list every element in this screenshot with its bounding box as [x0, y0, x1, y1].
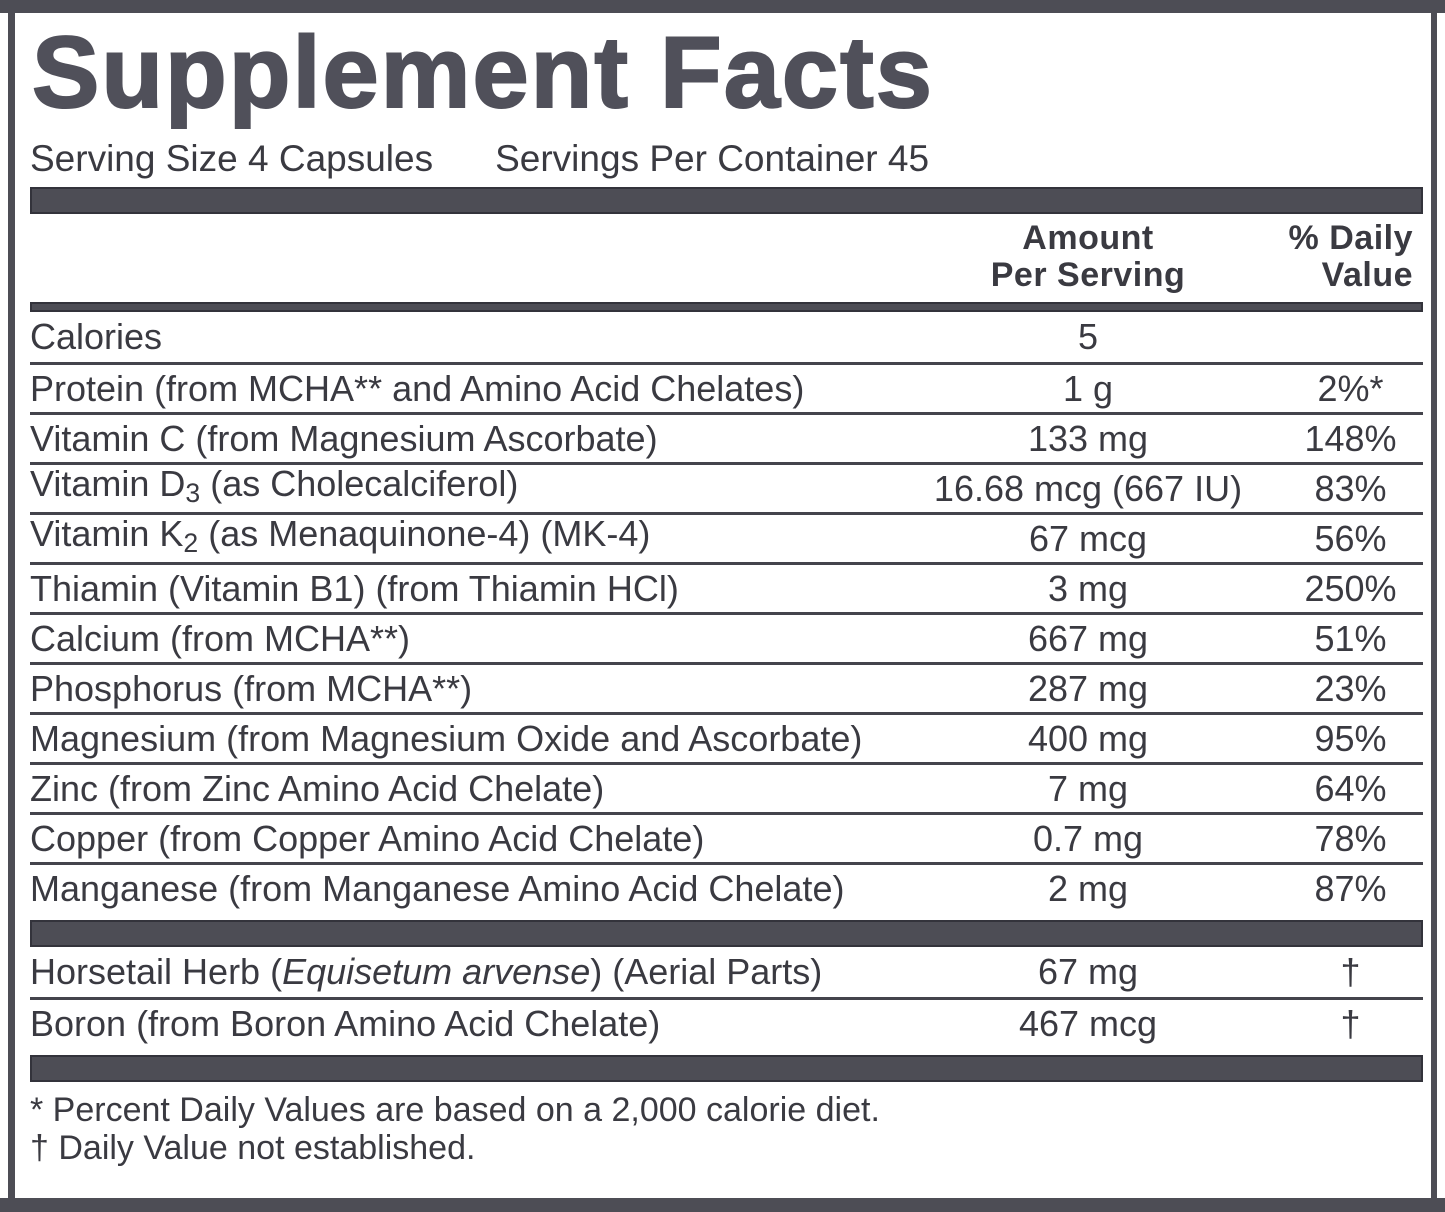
- nutrient-daily-value: 78%: [1314, 817, 1387, 859]
- nutrient-name: Copper (from Copper Amino Acid Chelate): [30, 816, 898, 862]
- column-headers: Amount Per Serving % Daily Value: [30, 214, 1423, 302]
- table-row: Zinc (from Zinc Amino Acid Chelate) 7 mg 6…: [30, 762, 1423, 812]
- table-row: Copper (from Copper Amino Acid Chelate) 0…: [30, 812, 1423, 862]
- footnote-not-established: † Daily Value not established.: [30, 1129, 476, 1167]
- nutrient-name: Vitamin C (from Magnesium Ascorbate): [30, 416, 898, 462]
- page-title: Supplement Facts: [31, 17, 934, 129]
- nutrient-amount: 67 mcg: [1028, 517, 1148, 559]
- header-divider-bar: [30, 302, 1423, 312]
- nutrient-daily-value: 95%: [1314, 717, 1387, 759]
- nutrient-daily-value: 23%: [1314, 667, 1387, 709]
- table-row: Thiamin (Vitamin B1) (from Thiamin HCl) 3…: [30, 562, 1423, 612]
- nutrient-name: Vitamin K2 (as Menaquinone-4) (MK-4): [30, 511, 898, 566]
- daily-value-column-header: % Daily Value: [1278, 220, 1423, 294]
- table-row: Boron (from Boron Amino Acid Chelate) 467…: [30, 997, 1423, 1047]
- nutrient-name: Manganese (from Manganese Amino Acid Che…: [30, 866, 898, 912]
- table-row: Protein (from MCHA** and Amino Acid Chel…: [30, 362, 1423, 412]
- amount-column-header: Amount Per Serving: [898, 220, 1278, 294]
- nutrient-name: Thiamin (Vitamin B1) (from Thiamin HCl): [30, 566, 898, 612]
- nutrient-name-part: Protein (from MCHA** and Amino Acid Chel…: [30, 367, 805, 409]
- daily-value-header-line1: % Daily: [1288, 219, 1413, 257]
- serving-info: Serving Size 4 Capsules Servings Per Con…: [30, 139, 1423, 179]
- daily-value-header-line2: Value: [1321, 256, 1413, 294]
- nutrient-daily-value: 148%: [1304, 417, 1397, 459]
- top-divider-bar: [0, 0, 1445, 13]
- nutrient-name: Zinc (from Zinc Amino Acid Chelate): [30, 766, 898, 812]
- nutrient-name: Boron (from Boron Amino Acid Chelate): [30, 1001, 898, 1047]
- nutrient-amount: 7 mg: [1047, 767, 1129, 809]
- nutrient-name-part: Equisetum arvense: [282, 951, 591, 992]
- nutrient-amount: 2 mg: [1047, 867, 1129, 909]
- nutrient-amount: 16.68 mcg (667 IU): [933, 467, 1243, 509]
- nutrient-name-part: Vitamin K: [30, 513, 184, 555]
- nutrient-name-part: Calories: [30, 316, 163, 357]
- nutrient-name: Calcium (from MCHA**): [30, 616, 898, 662]
- nutrient-name-part: Magnesium (from Magnesium Oxide and Asco…: [30, 717, 863, 759]
- nutrient-daily-value: 2%*: [1317, 367, 1384, 409]
- nutrient-amount: 400 mg: [1027, 717, 1149, 759]
- nutrient-amount: 0.7 mg: [1032, 817, 1144, 859]
- supplement-facts-panel: Supplement Facts Serving Size 4 Capsules…: [8, 13, 1437, 1198]
- table-row: Magnesium (from Magnesium Oxide and Asco…: [30, 712, 1423, 762]
- servings-per-container-text: Servings Per Container 45: [495, 138, 930, 179]
- nutrient-name-part: 2: [183, 527, 199, 558]
- table-row: Calories 5: [30, 312, 1423, 362]
- nutrient-name-part: Phosphorus (from MCHA**): [30, 667, 473, 709]
- nutrient-amount: 5: [1077, 316, 1099, 357]
- nutrient-name: Calories: [30, 314, 898, 360]
- amount-header-line1: Amount: [1022, 219, 1154, 257]
- nutrient-daily-value: †: [1340, 1002, 1361, 1044]
- nutrient-name-part: ) (Aerial Parts): [590, 951, 823, 992]
- bottom-divider-bar: [0, 1198, 1445, 1212]
- nutrient-amount: 667 mg: [1027, 617, 1149, 659]
- nutrient-name-part: Zinc (from Zinc Amino Acid Chelate): [30, 767, 605, 809]
- nutrient-name: Protein (from MCHA** and Amino Acid Chel…: [30, 366, 898, 412]
- nutrient-daily-value: 64%: [1314, 767, 1387, 809]
- nutrient-amount: 3 mg: [1047, 567, 1129, 609]
- section-divider-bar-middle: [30, 920, 1423, 947]
- nutrient-name-part: Horsetail Herb (: [30, 951, 283, 992]
- serving-size-text: Serving Size 4 Capsules: [30, 138, 434, 179]
- table-row: Phosphorus (from MCHA**) 287 mg 23%: [30, 662, 1423, 712]
- table-row: Manganese (from Manganese Amino Acid Che…: [30, 862, 1423, 912]
- nutrient-name: Phosphorus (from MCHA**): [30, 666, 898, 712]
- nutrient-name-part: Thiamin (Vitamin B1) (from Thiamin HCl): [30, 567, 679, 609]
- nutrient-name-part: 3: [185, 477, 201, 508]
- nutrient-daily-value: 87%: [1314, 867, 1387, 909]
- nutrient-amount: 467 mcg: [1018, 1002, 1158, 1044]
- nutrient-amount: 67 mg: [1037, 951, 1139, 992]
- nutrient-name-part: Manganese (from Manganese Amino Acid Che…: [30, 867, 845, 909]
- nutrient-amount: 1 g: [1062, 367, 1114, 409]
- nutrient-amount: 133 mg: [1027, 417, 1149, 459]
- nutrient-name-part: Calcium (from MCHA**): [30, 617, 411, 659]
- nutrient-name-part: Boron (from Boron Amino Acid Chelate): [30, 1002, 661, 1044]
- table-row: Vitamin C (from Magnesium Ascorbate) 133 …: [30, 412, 1423, 462]
- nutrient-name-part: (as Menaquinone-4) (MK-4): [198, 513, 651, 555]
- nutrient-daily-value: 56%: [1314, 517, 1387, 559]
- amount-header-line2: Per Serving: [990, 256, 1186, 294]
- nutrient-name: Vitamin D3 (as Cholecalciferol): [30, 461, 898, 516]
- nutrient-name-part: Copper (from Copper Amino Acid Chelate): [30, 817, 705, 859]
- table-row: Vitamin K2 (as Menaquinone-4) (MK-4) 67 m…: [30, 512, 1423, 562]
- nutrient-name: Horsetail Herb (Equisetum arvense) (Aeri…: [30, 949, 898, 995]
- footnote-daily-values: * Percent Daily Values are based on a 2,…: [30, 1091, 880, 1129]
- nutrient-name-part: (as Cholecalciferol): [200, 463, 519, 505]
- footnotes: * Percent Daily Values are based on a 2,…: [30, 1091, 1423, 1167]
- botanical-table: Horsetail Herb (Equisetum arvense) (Aeri…: [30, 947, 1423, 1047]
- nutrient-name-part: Vitamin D: [30, 463, 186, 505]
- nutrient-table: Calories 5 Protein (from MCHA** and Amino …: [30, 312, 1423, 912]
- nutrient-daily-value: 51%: [1314, 617, 1387, 659]
- nutrient-name: Magnesium (from Magnesium Oxide and Asco…: [30, 716, 898, 762]
- table-row: Horsetail Herb (Equisetum arvense) (Aeri…: [30, 947, 1423, 997]
- section-divider-bar-bottom: [30, 1055, 1423, 1082]
- nutrient-name-part: Vitamin C (from Magnesium Ascorbate): [30, 417, 658, 459]
- nutrient-daily-value: †: [1340, 951, 1361, 992]
- nutrient-daily-value: 250%: [1304, 567, 1397, 609]
- section-divider-bar-top: [30, 187, 1423, 214]
- nutrient-amount: 287 mg: [1027, 667, 1149, 709]
- table-row: Vitamin D3 (as Cholecalciferol) 16.68 mcg…: [30, 462, 1423, 512]
- table-row: Calcium (from MCHA**) 667 mg 51%: [30, 612, 1423, 662]
- nutrient-daily-value: 83%: [1314, 467, 1387, 509]
